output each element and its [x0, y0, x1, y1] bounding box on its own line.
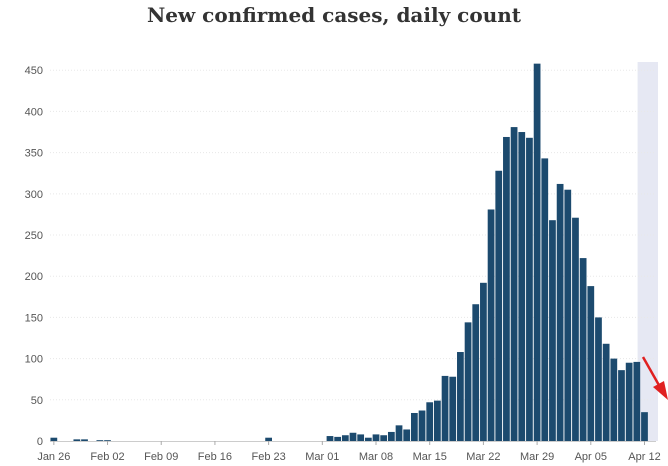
bar: [564, 189, 572, 441]
bar: [610, 358, 618, 441]
bar: [104, 440, 111, 441]
bar: [533, 63, 541, 441]
highlight-band: [637, 62, 658, 441]
y-tick-label: 250: [25, 230, 43, 242]
x-tick-label: Mar 08: [359, 451, 393, 463]
bar: [480, 282, 487, 441]
bar: [587, 286, 595, 441]
y-tick-label: 400: [25, 106, 43, 118]
bar: [526, 137, 533, 442]
x-tick-label: Mar 29: [520, 451, 554, 463]
bar: [434, 400, 441, 441]
bar: [641, 412, 648, 441]
y-tick-label: 150: [25, 312, 43, 324]
bar: [73, 439, 81, 441]
bar: [602, 343, 610, 441]
x-tick-label: Mar 01: [305, 451, 339, 463]
bar: [395, 425, 403, 441]
x-tick-label: Feb 16: [198, 451, 232, 463]
bar: [503, 136, 510, 442]
y-tick-label: 0: [37, 436, 43, 448]
bar: [50, 437, 58, 441]
arrow-annotation-shaft: [641, 356, 662, 388]
bar: [457, 352, 464, 441]
bar: [81, 439, 88, 441]
x-tick-label: Mar 22: [466, 451, 500, 463]
bar: [541, 158, 549, 441]
x-tick-label: Mar 15: [413, 451, 447, 463]
x-tick-label: Feb 09: [144, 451, 178, 463]
bar: [326, 436, 334, 441]
bar: [372, 434, 380, 441]
bar: [518, 132, 526, 442]
bar: [449, 376, 457, 441]
bar: [380, 435, 388, 441]
y-tick-label: 300: [25, 189, 43, 201]
bar: [364, 437, 372, 441]
bar: [387, 431, 395, 441]
bar: [510, 127, 518, 442]
x-tick-label: Jan 26: [37, 451, 70, 463]
x-tick-label: Feb 23: [251, 451, 285, 463]
bar: [341, 435, 349, 441]
bar: [418, 410, 426, 441]
bar: [334, 436, 342, 441]
arrow-annotation-icon: [653, 381, 668, 400]
bar: [625, 362, 633, 441]
x-tick-label: Apr 12: [628, 451, 660, 463]
bar: [579, 258, 587, 441]
bar: [472, 304, 480, 441]
bar: [441, 375, 449, 441]
bar: [426, 402, 434, 441]
bar: [96, 440, 104, 441]
bar: [633, 361, 641, 441]
bar: [487, 209, 495, 441]
bar: [595, 317, 602, 441]
bar: [410, 412, 418, 441]
bar: [495, 170, 503, 441]
bar: [403, 429, 411, 441]
bar: [357, 434, 365, 441]
bar: [618, 370, 625, 441]
y-tick-label: 450: [25, 65, 43, 77]
y-tick-label: 350: [25, 148, 43, 160]
y-tick-label: 100: [25, 354, 43, 366]
y-tick-label: 200: [25, 271, 43, 283]
bar: [556, 183, 564, 441]
bar: [349, 432, 357, 441]
bar: [265, 437, 272, 441]
bar: [572, 217, 579, 441]
x-tick-label: Feb 02: [90, 451, 124, 463]
bar: [464, 322, 472, 441]
bar: [549, 220, 556, 441]
chart-title: New confirmed cases, daily count: [146, 3, 522, 27]
x-tick-label: Apr 05: [575, 451, 607, 463]
y-tick-label: 50: [31, 395, 43, 407]
